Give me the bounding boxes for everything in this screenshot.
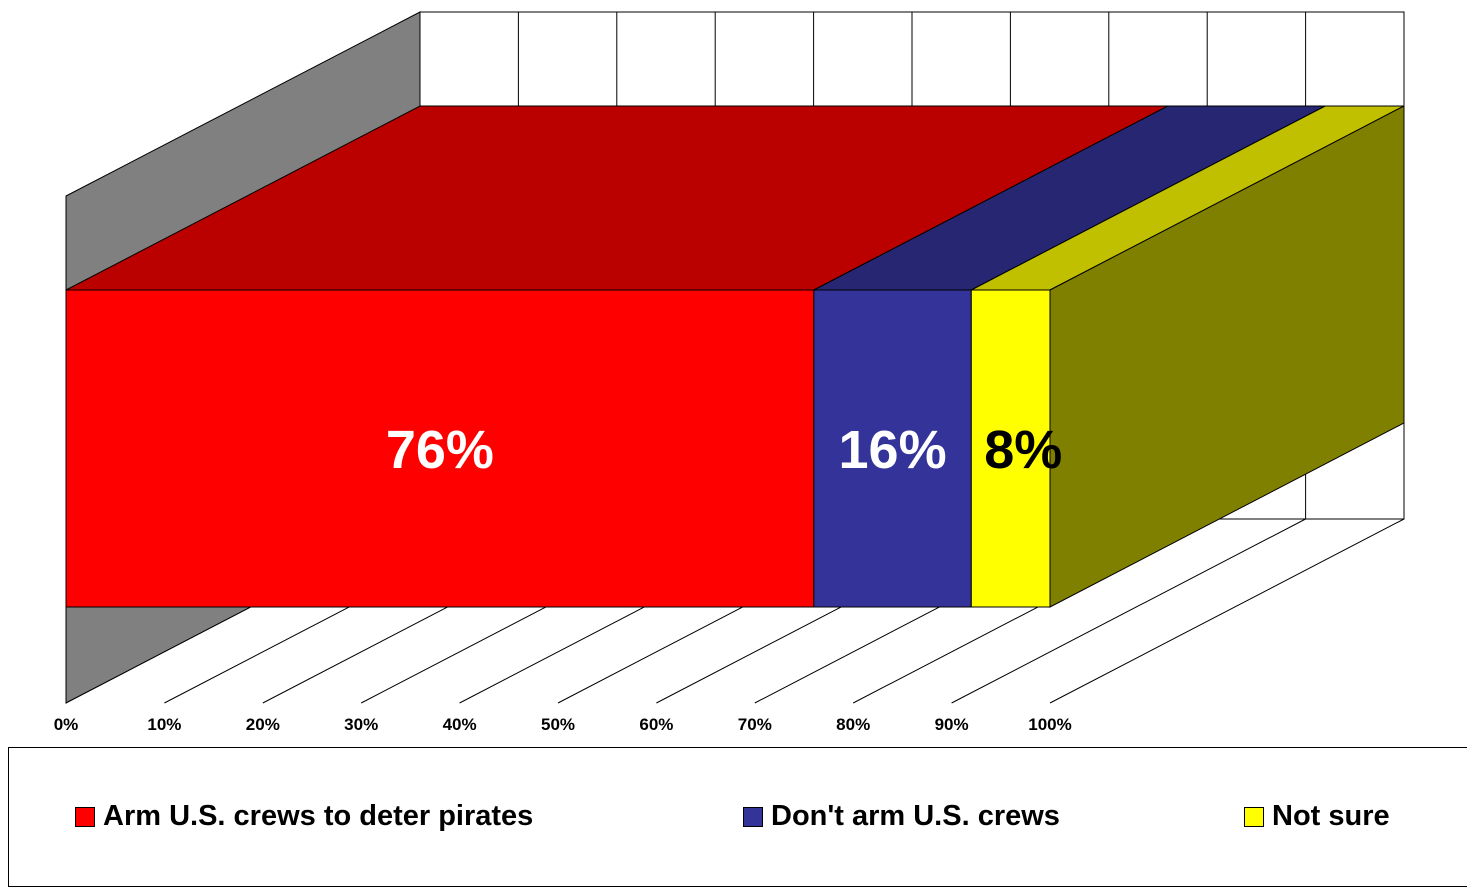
x-tick-labels: 0% 10% 20% 30% 40% 50% 60% 70% 80% 90% 100%	[54, 715, 1072, 734]
x-tick-label: 20%	[246, 715, 280, 734]
x-tick-label: 90%	[935, 715, 969, 734]
legend-item-arm: Arm U.S. crews to deter pirates	[75, 800, 533, 833]
x-tick-label: 60%	[639, 715, 673, 734]
floor-gridline	[1049, 518, 1405, 704]
legend-label: Don't arm U.S. crews	[771, 800, 1060, 832]
bar-segment	[970, 289, 1051, 608]
x-tick-label: 0%	[54, 715, 79, 734]
x-tick-label: 30%	[344, 715, 378, 734]
x-tick-label: 80%	[836, 715, 870, 734]
x-tick-label: 10%	[147, 715, 181, 734]
data-label: 76%	[386, 420, 494, 480]
legend-swatch-icon	[1244, 806, 1264, 827]
x-tick-label: 50%	[541, 715, 575, 734]
bar-segment	[813, 289, 972, 608]
bar-layer: 76% 16% 8%	[65, 105, 1405, 608]
floor-gridline	[951, 518, 1306, 704]
legend-item-dont-arm: Don't arm U.S. crews	[743, 800, 1060, 833]
data-label: 16%	[839, 420, 947, 480]
x-tick-label: 100%	[1028, 715, 1071, 734]
legend-swatch-icon	[75, 806, 95, 827]
bar-side-face	[1049, 105, 1405, 608]
legend-label: Not sure	[1272, 800, 1390, 832]
x-tick-label: 70%	[738, 715, 772, 734]
bar-segment	[65, 289, 815, 608]
data-label: 8%	[984, 420, 1062, 480]
legend-swatch-icon	[743, 806, 763, 827]
legend-item-not-sure: Not sure	[1244, 800, 1390, 833]
x-tick-label: 40%	[443, 715, 477, 734]
legend-label: Arm U.S. crews to deter pirates	[103, 800, 534, 832]
